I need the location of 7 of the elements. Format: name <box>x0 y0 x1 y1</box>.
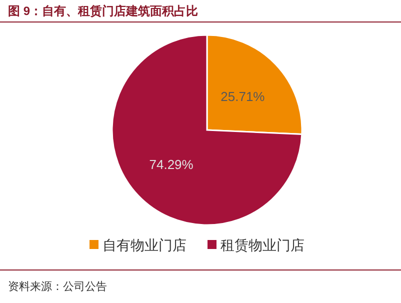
legend-label: 自有物业门店 <box>102 237 186 253</box>
data-label: 25.71% <box>220 88 266 104</box>
legend-label: 租赁物业门店 <box>220 237 304 253</box>
pie-slice <box>111 34 303 226</box>
text: 资料来源：公司公告 <box>8 280 107 293</box>
chart-title: 图 9：自有、租赁门店建筑面积占比 <box>8 4 198 18</box>
data-label: 74.29% <box>149 157 194 172</box>
